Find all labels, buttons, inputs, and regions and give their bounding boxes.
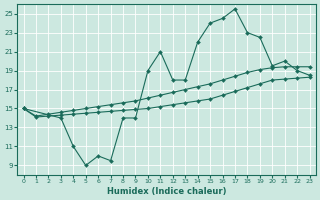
X-axis label: Humidex (Indice chaleur): Humidex (Indice chaleur) xyxy=(107,187,226,196)
